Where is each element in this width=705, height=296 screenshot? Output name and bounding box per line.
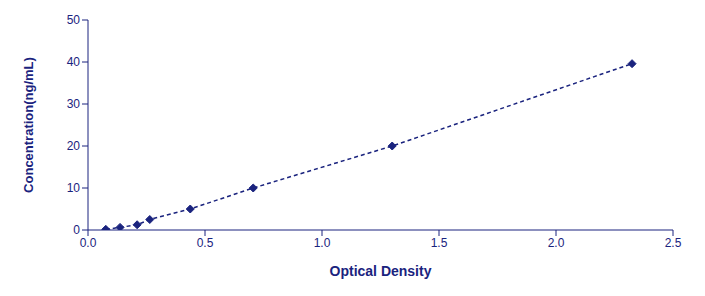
svg-text:Optical Density: Optical Density: [330, 263, 432, 279]
svg-text:0.0: 0.0: [80, 236, 97, 250]
svg-text:Concentration(ng/mL): Concentration(ng/mL): [21, 57, 36, 193]
svg-text:2.0: 2.0: [548, 236, 565, 250]
svg-text:20: 20: [67, 139, 81, 153]
svg-text:0: 0: [73, 223, 80, 237]
svg-text:2.5: 2.5: [665, 236, 682, 250]
svg-text:50: 50: [67, 13, 81, 27]
svg-text:1.5: 1.5: [431, 236, 448, 250]
svg-text:1.0: 1.0: [314, 236, 331, 250]
svg-text:10: 10: [67, 181, 81, 195]
svg-text:40: 40: [67, 55, 81, 69]
svg-text:0.5: 0.5: [197, 236, 214, 250]
svg-text:30: 30: [67, 97, 81, 111]
